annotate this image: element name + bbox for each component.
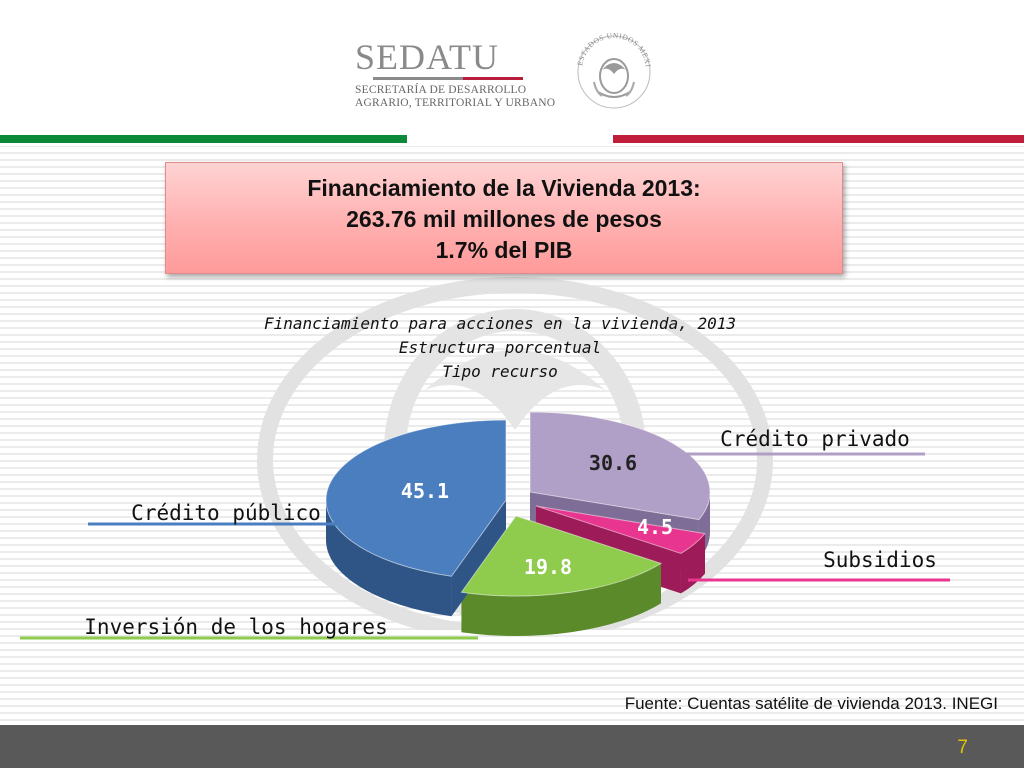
legend-label: Crédito privado [720,427,910,451]
header-background [0,0,1024,146]
logo-underline [373,77,523,80]
chart-title-block: Financiamiento para acciones en la vivie… [150,312,850,384]
legend-label: Crédito público [131,501,321,525]
footer-bar [0,725,1024,768]
data-label: 30.6 [589,451,637,475]
pie-slice-subsidios [535,505,706,554]
pie-slice-cr-dito-privado [529,411,711,521]
source-note: Fuente: Cuentas satélite de vivienda 201… [624,694,998,713]
summary-title-box: Financiamiento de la Vivienda 2013: 263.… [165,162,843,274]
org-subtitle-1: SECRETARÍA DE DESARROLLO [355,84,527,96]
pie-slice-cr-dito-p-blico [325,419,507,577]
title-line-2: 263.76 mil millones de pesos [346,206,662,232]
chart-title: Financiamiento para acciones en la vivie… [263,314,736,333]
chart-subtitle-2: Tipo recurso [442,362,558,381]
page-number: 7 [957,737,968,758]
data-label: 19.8 [524,555,572,579]
title-line-3: 1.7% del PIB [435,237,573,263]
pie-slice-side [326,500,452,617]
pie-slice-side [461,563,661,636]
legend-label: Inversión de los hogares [84,615,387,639]
title-line-1: Financiamiento de la Vivienda 2013: [307,175,701,201]
data-label: 45.1 [401,479,449,503]
sedatu-logo: SEDATU SECRETARÍA DE DESARROLLO AGRARIO,… [355,38,555,110]
legend-label: Subsidios [823,548,937,572]
red-stripe [613,135,1024,143]
pie-slice-inversi-n-de-los-hogares [460,515,663,597]
green-stripe [0,135,407,143]
data-label: 4.5 [637,515,673,539]
org-subtitle-2: AGRARIO, TERRITORIAL Y URBANO [355,97,556,109]
mexican-coat-of-arms-seal-icon: ESTADOS UNIDOS MEXICANOS [568,30,652,109]
chart-subtitle-1: Estructura porcentual [398,338,602,357]
org-name: SEDATU [355,37,500,77]
